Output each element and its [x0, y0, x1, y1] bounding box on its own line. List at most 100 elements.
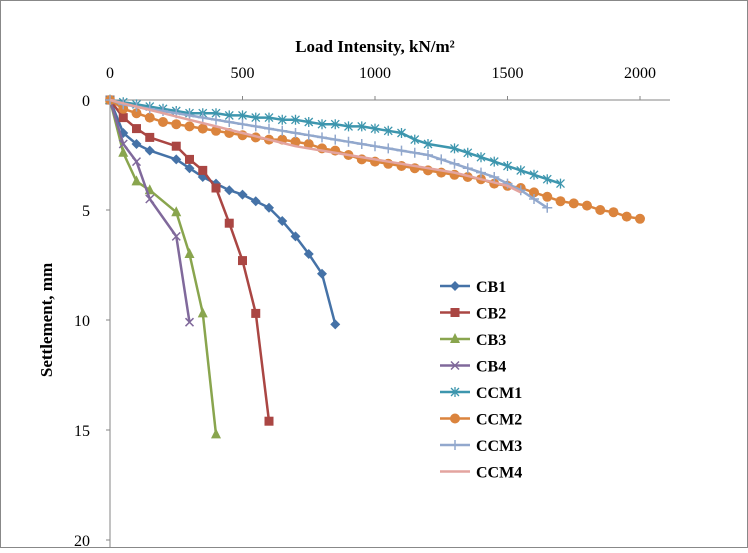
data-point-ccm2: [144, 112, 155, 123]
x-axis-title: Load Intensity, kN/m²: [295, 37, 455, 56]
legend-marker-cb2: [450, 308, 460, 317]
legend-label-ccm3: CCM3: [476, 438, 522, 455]
data-point-cb2: [145, 132, 155, 142]
x-tick-label: 0: [106, 65, 114, 82]
data-point-ccm3: [529, 194, 539, 204]
x-tick-label: 2000: [624, 65, 656, 82]
data-point-cb1: [290, 231, 301, 242]
data-point-cb1: [131, 139, 142, 149]
y-tick-label: 20: [74, 533, 90, 548]
data-point-ccm1: [516, 165, 526, 176]
data-point-ccm2: [131, 108, 142, 119]
data-point-cb2: [224, 218, 234, 228]
data-point-ccm1: [357, 121, 367, 132]
legend-label-ccm1: CCM1: [476, 385, 522, 402]
data-point-ccm3: [423, 150, 433, 160]
data-point-cb2: [238, 256, 247, 266]
data-point-ccm1: [304, 117, 314, 127]
data-point-ccm2: [184, 121, 195, 132]
data-point-ccm3: [197, 112, 208, 123]
y-axis-title: Settlement, mm: [37, 263, 56, 377]
data-point-ccm1: [556, 178, 565, 189]
data-point-cb1: [264, 202, 274, 213]
data-point-cb1: [303, 249, 314, 259]
legend-item-ccm4: CCM4: [440, 465, 522, 482]
series-cb4: [105, 95, 195, 327]
data-point-ccm1: [450, 143, 459, 154]
data-point-ccm3: [250, 121, 261, 132]
data-point-cb2: [198, 165, 208, 175]
data-point-ccm1: [503, 161, 512, 171]
data-point-ccm1: [344, 121, 353, 132]
series-line-cb3: [108, 99, 218, 435]
data-point-ccm1: [476, 152, 486, 163]
data-point-cb2: [211, 183, 221, 193]
data-point-cb2: [132, 124, 141, 134]
data-point-cb2: [171, 141, 181, 151]
series-line-ccm3: [109, 98, 548, 209]
data-point-cb3: [197, 307, 208, 318]
data-point-ccm3: [396, 145, 407, 156]
data-point-ccm2: [197, 123, 208, 134]
legend-item-ccm3: CCM3: [440, 438, 522, 455]
legend-item-cb2: CB2: [440, 306, 506, 323]
data-point-cb2: [264, 416, 274, 426]
legend-marker-ccm3: [450, 440, 460, 450]
legend-label-ccm2: CCM2: [476, 412, 522, 429]
data-point-ccm3: [436, 154, 447, 165]
data-point-ccm2: [582, 200, 592, 211]
x-tick-label: 500: [231, 65, 255, 82]
data-point-ccm3: [211, 114, 221, 125]
legend-label-cb3: CB3: [476, 332, 506, 349]
data-point-ccm3: [462, 163, 473, 174]
data-point-ccm1: [251, 112, 261, 123]
data-point-cb4: [131, 157, 142, 167]
series-line-ccm1: [109, 98, 561, 185]
data-point-ccm1: [463, 147, 473, 158]
data-point-cb1: [171, 154, 182, 165]
data-point-ccm3: [317, 132, 327, 143]
data-point-ccm1: [264, 112, 274, 123]
data-point-cb3: [171, 206, 182, 217]
data-point-cb1: [144, 145, 155, 156]
data-point-ccm2: [568, 198, 579, 209]
legend-item-ccm1: CCM1: [440, 385, 522, 402]
data-point-ccm3: [277, 125, 288, 136]
data-point-ccm3: [449, 158, 460, 169]
data-point-cb1: [317, 268, 327, 279]
data-point-cb2: [118, 113, 128, 123]
data-point-ccm3: [370, 141, 380, 152]
data-point-cb4: [184, 317, 195, 327]
data-point-ccm3: [330, 134, 341, 145]
data-point-cb3: [131, 175, 142, 186]
y-tick-label: 5: [82, 203, 90, 220]
data-point-cb1: [237, 189, 248, 200]
data-point-ccm2: [542, 191, 553, 202]
series-line-cb4: [108, 99, 191, 323]
legend: CB1 CB2 CB3 CB4 CCM1 CCM2 CCM3 CCM4: [440, 279, 522, 482]
x-tick-label: 1000: [359, 65, 391, 82]
data-point-ccm2: [158, 117, 168, 127]
legend-label-cb2: CB2: [476, 306, 506, 323]
y-tick-label: 15: [74, 423, 90, 440]
data-point-cb1: [250, 196, 261, 207]
data-point-cb4: [145, 194, 155, 204]
series-cb2: [105, 95, 274, 426]
data-point-ccm3: [356, 139, 367, 149]
data-point-ccm1: [542, 174, 552, 185]
data-point-ccm3: [489, 172, 500, 182]
data-point-ccm2: [608, 207, 619, 218]
data-point-ccm1: [370, 123, 380, 134]
data-point-cb3: [118, 146, 129, 157]
y-tick-label: 10: [74, 313, 90, 330]
legend-marker-cb1: [450, 281, 460, 291]
legend-item-cb1: CB1: [440, 279, 506, 296]
data-point-ccm1: [383, 125, 393, 136]
legend-item-cb3: CB3: [440, 332, 506, 349]
data-point-ccm1: [277, 114, 287, 125]
legend-item-ccm2: CCM2: [440, 412, 522, 429]
series-line-ccm4: [109, 98, 522, 194]
data-point-cb1: [277, 216, 288, 226]
